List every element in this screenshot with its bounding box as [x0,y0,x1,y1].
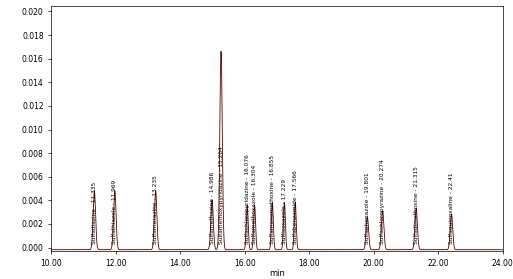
Text: Sulfachloropyrazine - 20.274: Sulfachloropyrazine - 20.274 [380,159,385,244]
Text: Sulfadiazine - 11.335: Sulfadiazine - 11.335 [92,182,97,244]
Text: Sulfachloropyridazine - 16.076: Sulfachloropyridazine - 16.076 [245,154,250,244]
Text: Sulfamerazine - 13.235: Sulfamerazine - 13.235 [153,175,158,244]
Text: Sulfamethoxypyridazine - 15.264: Sulfamethoxypyridazine - 15.264 [219,146,224,244]
Text: Sulfamethoxazole - 16.304: Sulfamethoxazole - 16.304 [252,165,257,244]
Text: Sulfaphenazole - 19.801: Sulfaphenazole - 19.801 [365,172,370,244]
Text: Sulfadimethoxine - 21.315: Sulfadimethoxine - 21.315 [413,166,419,244]
Text: Sulfisoxazole - 17.229: Sulfisoxazole - 17.229 [282,179,287,244]
Text: Sulfamonomethoxine - 16.855: Sulfamonomethoxine - 16.855 [270,155,275,244]
X-axis label: min: min [269,269,285,278]
Text: Sulfabenzamide - 17.566: Sulfabenzamide - 17.566 [293,170,298,244]
Text: Sulfamethazine - 14.986: Sulfamethazine - 14.986 [210,172,214,244]
Text: Sulfathiazole - 11.969: Sulfathiazole - 11.969 [112,180,117,244]
Text: Sulfaquinoxaline - 22.41: Sulfaquinoxaline - 22.41 [449,172,454,244]
